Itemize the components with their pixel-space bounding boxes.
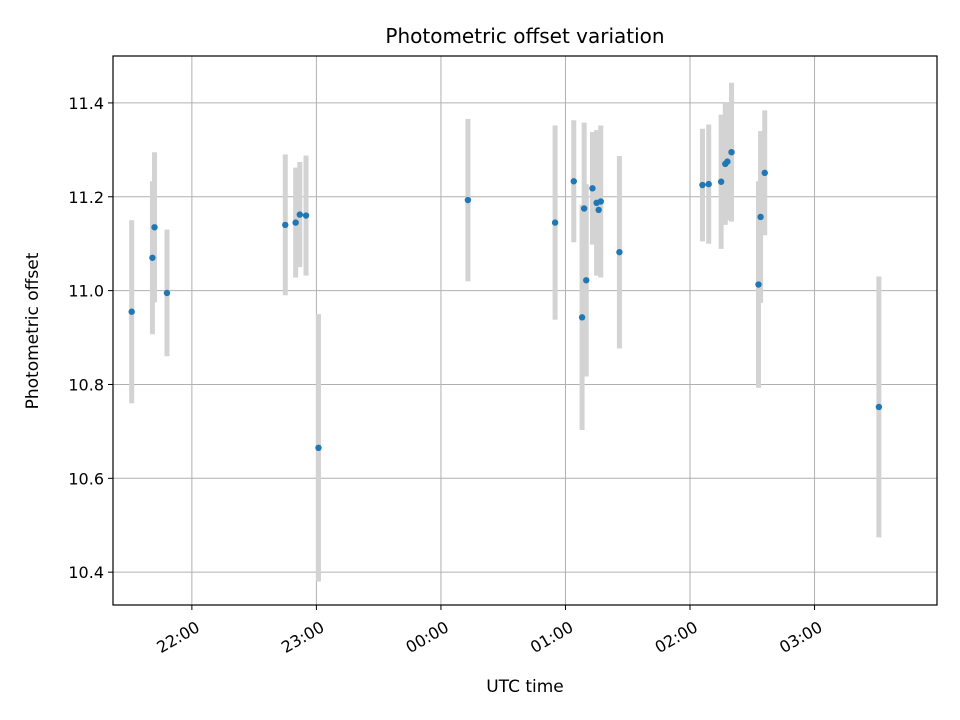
x-tick-label: 23:00: [278, 617, 327, 657]
data-point: [705, 180, 712, 188]
data-point: [583, 277, 590, 284]
data-point: [464, 196, 472, 204]
data-point: [724, 158, 731, 165]
data-point: [875, 403, 883, 411]
x-axis-ticks: 22:00 23:00 00:00 01:00 02:00 03:00: [153, 605, 826, 657]
data-point: [292, 219, 299, 226]
data-point: [761, 169, 768, 177]
data-point: [551, 219, 559, 226]
chart-title: Photometric offset variation: [385, 24, 664, 48]
x-tick-label: 02:00: [652, 617, 701, 657]
y-tick-label: 11.0: [68, 282, 104, 301]
data-point: [570, 178, 577, 185]
error-bars: [129, 82, 882, 582]
x-tick-label: 01:00: [527, 617, 576, 657]
y-tick-label: 10.8: [68, 375, 104, 394]
data-point: [589, 185, 596, 192]
x-axis-title: UTC time: [486, 677, 564, 697]
x-tick-label: 22:00: [153, 617, 202, 657]
data-point: [302, 212, 310, 219]
data-point: [595, 206, 602, 214]
data-point: [296, 211, 304, 218]
grid: [113, 56, 937, 605]
y-axis-title: Photometric offset: [23, 252, 43, 409]
data-point: [728, 148, 735, 156]
y-tick-label: 11.2: [68, 188, 104, 207]
y-tick-label: 10.4: [68, 563, 104, 582]
data-points: [128, 148, 883, 452]
data-point: [128, 308, 135, 315]
y-axis-ticks: 10.4 10.6 10.8 11.0 11.2 11.4: [68, 94, 113, 582]
data-point: [699, 181, 706, 189]
data-point: [757, 213, 764, 221]
plot-area-frame: [112, 55, 938, 606]
x-tick-label: 03:00: [776, 617, 825, 657]
data-point: [315, 444, 322, 452]
data-point: [282, 221, 289, 229]
data-point: [755, 281, 762, 288]
data-point: [717, 178, 725, 185]
data-point: [163, 289, 171, 297]
data-point: [597, 198, 604, 205]
data-point: [616, 248, 623, 256]
data-point: [151, 224, 158, 231]
data-point: [149, 254, 156, 261]
y-tick-label: 11.4: [68, 94, 104, 113]
data-point: [578, 314, 586, 321]
data-point: [580, 205, 588, 212]
y-tick-label: 10.6: [68, 469, 104, 488]
x-tick-label: 00:00: [403, 617, 452, 657]
